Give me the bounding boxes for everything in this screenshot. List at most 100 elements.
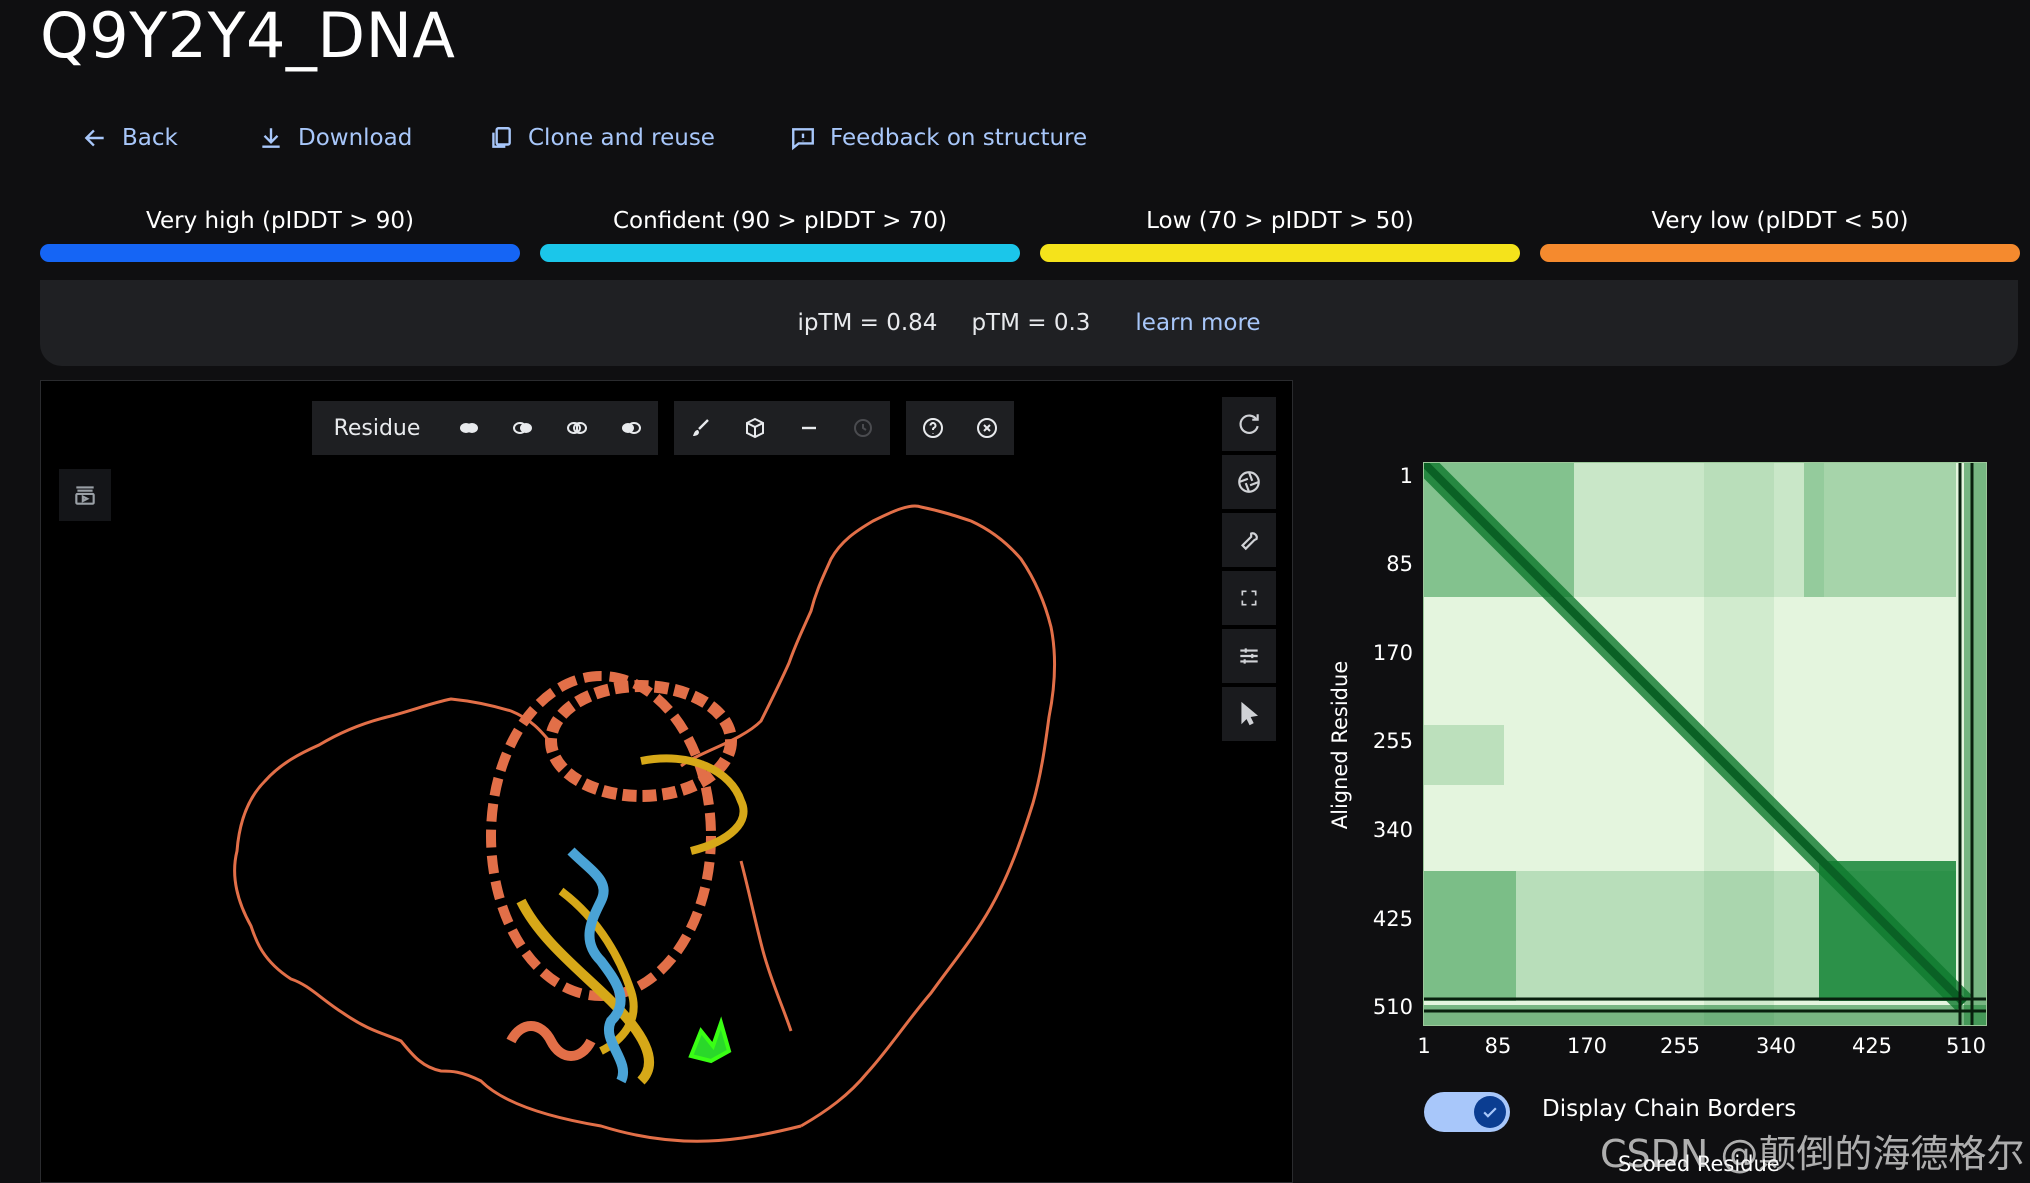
small-helix [506, 1021, 596, 1061]
close-viewer-button[interactable] [960, 401, 1014, 455]
check-icon [1483, 1107, 1497, 1118]
representation-group: Residue [312, 401, 658, 455]
disordered-loop [680, 504, 1057, 1128]
ligand [688, 1016, 732, 1064]
dna-strand [516, 898, 655, 1085]
help-button[interactable] [906, 401, 960, 455]
viewer-toolbar: Residue [312, 401, 1030, 455]
sliders-icon [1240, 648, 1258, 664]
viewer-side-tools [1222, 397, 1276, 745]
wrench-icon [1240, 532, 1258, 551]
wrench-button[interactable] [1222, 513, 1276, 567]
back-button[interactable]: Back [82, 118, 178, 158]
feedback-icon [792, 128, 814, 151]
structure-viewer[interactable]: Residue [40, 380, 1293, 1183]
learn-more-link[interactable]: learn more [1135, 310, 1261, 336]
legend-bar-confident [540, 244, 1020, 262]
heatmap-block [1424, 871, 1516, 1001]
layers-play-icon [75, 486, 95, 505]
legend-bar-very-high [40, 244, 520, 262]
disordered-loop [233, 697, 802, 1143]
close-circle-icon [977, 418, 997, 438]
minus-button[interactable] [782, 401, 836, 455]
pae-x-axis-label: Scored Residue [1618, 1152, 1780, 1176]
aperture-button[interactable] [1222, 455, 1276, 509]
representation-outline-icon [567, 422, 587, 434]
legend-very-low: Very low (pIDDT < 50) [1540, 204, 2020, 264]
page-title: Q9Y2Y4_DNA [40, 0, 456, 72]
x-tick: 510 [1945, 1034, 1987, 1058]
feedback-label: Feedback on structure [830, 125, 1088, 151]
fullscreen-icon [1241, 590, 1257, 606]
representation-split-icon [622, 422, 641, 434]
aperture-icon [1238, 471, 1260, 493]
feedback-button[interactable]: Feedback on structure [790, 118, 1087, 158]
chain-borders-toggle[interactable] [1424, 1092, 1510, 1132]
brush-icon [693, 419, 709, 436]
cube-button[interactable] [728, 401, 782, 455]
pae-y-axis-label: Aligned Residue [1328, 660, 1352, 830]
representation-split-button[interactable] [604, 401, 658, 455]
x-tick: 85 [1484, 1034, 1512, 1058]
heatmap-block [1804, 463, 1956, 597]
history-button[interactable] [836, 401, 890, 455]
edit-group [674, 401, 890, 455]
representation-half-button[interactable] [496, 401, 550, 455]
confidence-metrics: ipTM = 0.84 pTM = 0.3 learn more [40, 280, 2018, 366]
download-button[interactable]: Download [258, 118, 412, 158]
help-group [906, 401, 1014, 455]
layers-play-button[interactable] [59, 469, 111, 521]
plddt-legend: Very high (pIDDT > 90) Confident (90 > p… [40, 204, 2020, 264]
legend-bar-low [1040, 244, 1520, 262]
x-tick: 425 [1851, 1034, 1893, 1058]
pae-heatmap[interactable] [1423, 462, 1987, 1026]
representation-half-icon [513, 422, 532, 434]
y-tick: 510 [1372, 995, 1413, 1019]
y-tick: 340 [1372, 818, 1413, 842]
arrow-left-icon [84, 129, 104, 147]
minus-icon [802, 426, 816, 430]
legend-label: Confident (90 > pIDDT > 70) [613, 208, 947, 234]
toggle-knob [1474, 1096, 1506, 1128]
fullscreen-button[interactable] [1222, 571, 1276, 625]
legend-confident: Confident (90 > pIDDT > 70) [540, 204, 1020, 264]
reset-icon [1239, 414, 1259, 434]
watermark: CSDN @颠倒的海德格尔 [1600, 1132, 2025, 1176]
legend-label: Low (70 > pIDDT > 50) [1146, 208, 1414, 234]
x-tick: 340 [1755, 1034, 1797, 1058]
pae-panel: Aligned Residue 1 85 170 255 340 425 510… [1300, 380, 2030, 1183]
cube-icon [746, 417, 764, 439]
brush-button[interactable] [674, 401, 728, 455]
copy-icon [492, 127, 511, 148]
back-label: Back [122, 125, 178, 151]
help-icon [923, 418, 943, 438]
settings-sliders-button[interactable] [1222, 629, 1276, 683]
representation-outline-button[interactable] [550, 401, 604, 455]
molecule-structure[interactable] [41, 381, 1293, 1183]
x-tick: 1 [1417, 1034, 1431, 1058]
y-tick: 255 [1372, 729, 1413, 753]
download-label: Download [298, 125, 413, 151]
iptm-value: ipTM = 0.84 [797, 310, 938, 336]
ptm-value: pTM = 0.3 [971, 310, 1091, 336]
protein-core-helices [545, 680, 737, 802]
y-tick: 170 [1372, 641, 1413, 665]
protein-core-helices [486, 671, 716, 1001]
chain-borders-label: Display Chain Borders [1542, 1096, 1797, 1122]
disordered-loop [739, 860, 793, 1032]
legend-low: Low (70 > pIDDT > 50) [1040, 204, 1520, 264]
clone-button[interactable]: Clone and reuse [488, 118, 715, 158]
download-icon [262, 128, 280, 148]
heatmap-block [1964, 463, 1986, 1025]
confident-region [567, 847, 628, 1084]
cursor-icon [1241, 701, 1259, 726]
select-cursor-button[interactable] [1222, 687, 1276, 741]
y-tick: 1 [1399, 464, 1413, 488]
legend-very-high: Very high (pIDDT > 90) [40, 204, 520, 264]
beta-sheet [640, 754, 748, 855]
representation-filled-button[interactable] [442, 401, 496, 455]
color-mode-button[interactable]: Residue [333, 415, 421, 441]
reset-view-button[interactable] [1222, 397, 1276, 451]
legend-bar-very-low [1540, 244, 2020, 262]
x-tick: 170 [1566, 1034, 1608, 1058]
